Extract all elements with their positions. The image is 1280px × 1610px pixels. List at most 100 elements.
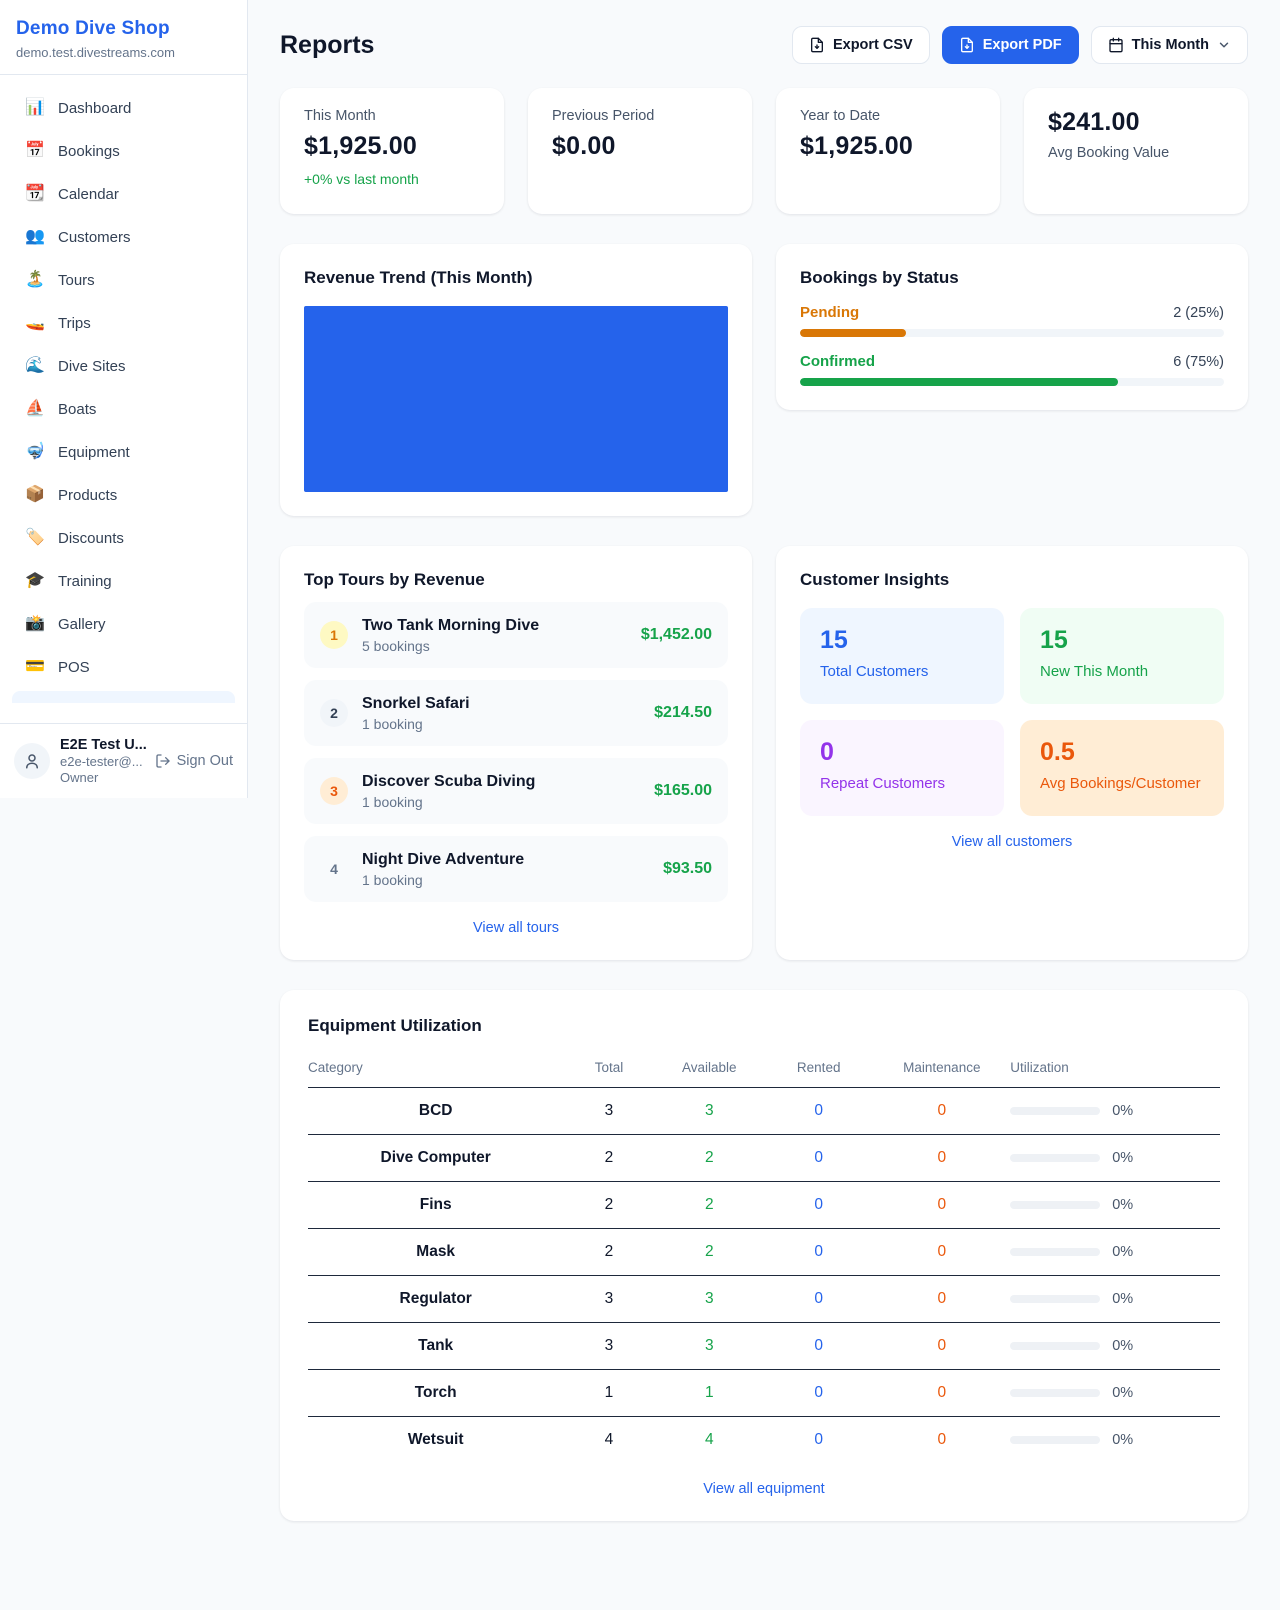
cell-maintenance: 0 — [873, 1181, 1011, 1229]
bookings-by-status-title: Bookings by Status — [800, 268, 959, 287]
view-all-tours-link[interactable]: View all tours — [473, 920, 559, 936]
stat-label: Previous Period — [552, 108, 655, 124]
cell-rented: 0 — [814, 1431, 824, 1448]
sidebar-item-calendar[interactable]: 📆 Calendar — [12, 175, 235, 213]
cell-utilization: 0% — [1010, 1181, 1220, 1229]
utilization-bar — [1010, 1389, 1101, 1397]
speedboat-icon: 🚤 — [25, 314, 45, 331]
cell-rented: 0 — [763, 1134, 874, 1182]
stat-card-previous-period: Previous Period $0.00 — [528, 88, 752, 214]
tour-revenue: $1,452.00 — [640, 626, 712, 643]
cell-total: 2 — [563, 1228, 655, 1276]
sidebar-item-training[interactable]: 🎓 Training — [12, 562, 235, 600]
sidebar-item-label: Discounts — [58, 529, 124, 547]
status-count: 6 (75%) — [1173, 354, 1224, 370]
sidebar-item-label: Gallery — [58, 615, 106, 633]
stat-label: This Month — [304, 108, 376, 124]
export-csv-button[interactable]: Export CSV — [791, 26, 930, 64]
cell-utilization: 0% — [1010, 1134, 1220, 1182]
sidebar-item-boats[interactable]: ⛵ Boats — [12, 390, 235, 428]
cell-rented: 0 — [763, 1087, 874, 1135]
sailboat-icon: ⛵ — [25, 400, 45, 417]
rank-badge: 4 — [330, 861, 338, 877]
period-dropdown[interactable]: This Month — [1090, 26, 1248, 64]
utilization-bar — [1010, 1248, 1101, 1256]
cell-maintenance: 0 — [873, 1275, 1011, 1323]
cell-total: 3 — [563, 1275, 655, 1323]
cell-available: 4 — [704, 1431, 714, 1448]
view-all-equipment-link[interactable]: View all equipment — [703, 1481, 825, 1497]
cell-available: 3 — [654, 1275, 764, 1323]
sidebar-item-tours[interactable]: 🏝️ Tours — [12, 261, 235, 299]
cell-category: Torch — [308, 1369, 564, 1417]
sidebar-nav: 📊 Dashboard 📅 Bookings 📆 Calendar 👥 Cust… — [0, 75, 247, 723]
insight-value: 15 — [820, 626, 848, 654]
tour-revenue: $165.00 — [654, 782, 712, 799]
sidebar-item-label: Trips — [58, 314, 91, 332]
cell-available: 2 — [654, 1134, 764, 1182]
table-row: Dive Computer 2 2 0 0 0% — [308, 1134, 1220, 1182]
cell-rented: 0 — [763, 1369, 874, 1417]
cell-total: 2 — [563, 1181, 655, 1229]
cell-utilization: 0% — [1010, 1228, 1220, 1276]
tour-bookings: 1 booking — [362, 715, 423, 732]
sidebar-item-discounts[interactable]: 🏷️ Discounts — [12, 519, 235, 557]
sidebar-item-active-partial[interactable] — [12, 691, 235, 703]
sidebar-item-label: Training — [58, 572, 112, 590]
tour-row: 1 Two Tank Morning Dive 5 bookings $1,45… — [304, 602, 728, 668]
cell-available: 3 — [654, 1087, 764, 1135]
stat-label: Avg Booking Value — [1048, 145, 1170, 161]
sidebar-item-trips[interactable]: 🚤 Trips — [12, 304, 235, 342]
file-download-icon — [960, 37, 973, 53]
sidebar-item-bookings[interactable]: 📅 Bookings — [12, 132, 235, 170]
cell-total: 1 — [563, 1369, 655, 1417]
sidebar-item-dive-sites[interactable]: 🌊 Dive Sites — [12, 347, 235, 385]
sidebar-item-dashboard[interactable]: 📊 Dashboard — [12, 89, 235, 127]
tour-bookings: 5 bookings — [362, 637, 430, 654]
sidebar-user-section: E2E Test U... e2e-tester@... Owner Sign … — [0, 723, 247, 798]
rank-badge: 2 — [320, 699, 348, 727]
rank-badge: 3 — [320, 777, 348, 805]
equipment-utilization-panel: Equipment Utilization Category Total Ava… — [280, 990, 1248, 1521]
stat-card-year-to-date: Year to Date $1,925.00 — [776, 88, 1000, 214]
cell-utilization: 0% — [1010, 1275, 1220, 1323]
utilization-percent: 0% — [1112, 1385, 1134, 1401]
sidebar-item-products[interactable]: 📦 Products — [12, 476, 235, 514]
stat-label: Year to Date — [800, 108, 881, 124]
sidebar-item-label: Dive Sites — [58, 357, 126, 375]
sidebar-item-customers[interactable]: 👥 Customers — [12, 218, 235, 256]
bar-chart-icon: 📊 — [25, 99, 45, 116]
credit-card-icon: 💳 — [25, 658, 45, 675]
insight-value: 0 — [820, 738, 834, 766]
cell-utilization: 0% — [1010, 1087, 1220, 1135]
revenue-trend-chart — [304, 306, 728, 492]
export-pdf-label: Export PDF — [982, 37, 1062, 53]
table-row: Fins 2 2 0 0 0% — [308, 1181, 1220, 1229]
sidebar-item-gallery[interactable]: 📸 Gallery — [12, 605, 235, 643]
insight-box-repeat-customers: 0 Repeat Customers — [800, 720, 1004, 816]
cell-category: Regulator — [308, 1275, 564, 1323]
cell-maintenance: 0 — [873, 1369, 1011, 1417]
tour-bookings: 1 booking — [362, 793, 423, 810]
shop-title[interactable]: Demo Dive Shop — [16, 18, 170, 39]
sign-out-button[interactable]: Sign Out — [155, 753, 233, 769]
sidebar-item-pos[interactable]: 💳 POS — [12, 648, 235, 686]
insight-label: Repeat Customers — [820, 775, 946, 792]
export-pdf-button[interactable]: Export PDF — [941, 26, 1079, 64]
sidebar-item-label: Customers — [58, 228, 131, 246]
top-tours-title: Top Tours by Revenue — [304, 570, 485, 589]
tour-row: 2 Snorkel Safari 1 booking $214.50 — [304, 680, 728, 746]
utilization-percent: 0% — [1112, 1338, 1134, 1354]
camera-icon: 📸 — [25, 615, 45, 632]
status-row-pending: Pending 2 (25%) — [800, 304, 1224, 337]
stats-row: This Month $1,925.00 +0% vs last month P… — [280, 88, 1248, 214]
view-all-customers-link[interactable]: View all customers — [951, 834, 1073, 850]
utilization-bar — [1010, 1154, 1101, 1162]
status-label: Pending — [800, 304, 860, 321]
customer-insights-title: Customer Insights — [800, 570, 950, 589]
chevron-down-icon — [1219, 42, 1229, 48]
table-row: BCD 3 3 0 0 0% — [308, 1087, 1220, 1135]
sidebar-item-label: Bookings — [58, 142, 120, 160]
sidebar-item-equipment[interactable]: 🤿 Equipment — [12, 433, 235, 471]
revenue-trend-title: Revenue Trend (This Month) — [304, 268, 533, 287]
